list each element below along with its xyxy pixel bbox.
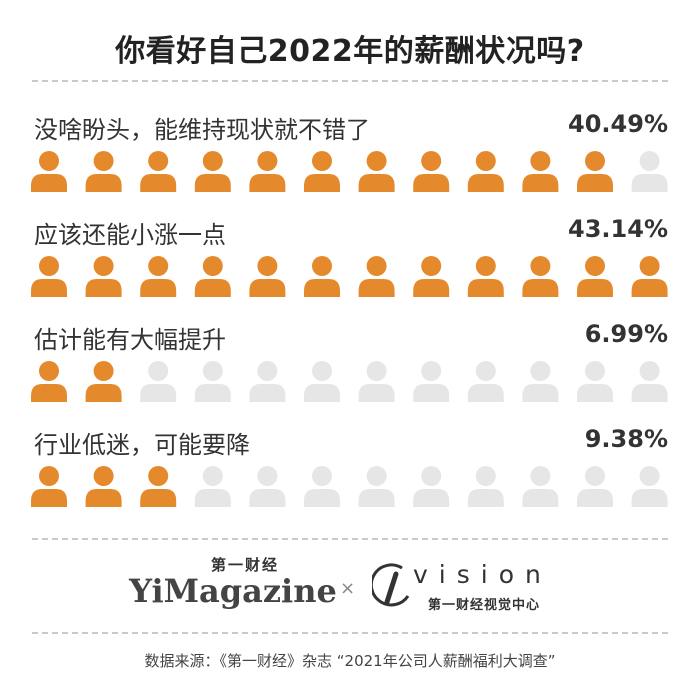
person-icon-row3-4	[194, 361, 231, 402]
vision-cn-label: 第一财经视觉中心	[428, 598, 541, 613]
row-label-4: 行业低迷，可能要降	[34, 431, 250, 459]
person-icon-row1-1	[31, 151, 67, 192]
person-icon-row4-4	[194, 466, 231, 507]
person-icon-row1-9	[467, 151, 504, 192]
person-icon-row4-9	[467, 466, 504, 507]
person-icon-row1-8	[413, 151, 450, 192]
yimagazine-cn-logo: 第一财经	[210, 556, 279, 574]
person-icon-row3-5	[249, 361, 286, 402]
person-icon-row3-2	[85, 361, 122, 402]
person-icon-row4-11	[577, 466, 613, 507]
person-icon-row4-12	[631, 466, 668, 507]
row-label-3: 估计能有大幅提升	[34, 326, 226, 354]
person-icon-row3-10	[522, 361, 559, 402]
person-icon-row4-3	[140, 466, 177, 507]
data-source: 数据来源：《第一财经》杂志 “2021年公司人薪酬福利大调查”	[144, 652, 556, 670]
cross-icon: ×	[340, 578, 356, 599]
person-icon-row2-12	[631, 256, 668, 297]
person-icon-row3-6	[304, 361, 340, 402]
person-icon-row2-2	[85, 256, 122, 297]
row-percent-3: 6.99%	[584, 320, 668, 348]
person-icon-row2-5	[249, 256, 286, 297]
person-icon-row2-8	[413, 256, 450, 297]
row-percent-4: 9.38%	[584, 425, 668, 453]
divider-bottom	[32, 632, 668, 634]
person-icon-row4-1	[31, 466, 67, 507]
row-label-1: 没啥盼头，能维持现状就不错了	[34, 116, 370, 144]
person-icon-row1-6	[304, 151, 340, 192]
yimagazine-logo: YiMagazine	[129, 572, 337, 610]
vision-wordmark: vision	[413, 560, 552, 589]
person-icon-row2-6	[304, 256, 340, 297]
pictograph-icons	[31, 151, 668, 507]
person-icon-row4-10	[522, 466, 559, 507]
person-icon-row2-1	[31, 256, 67, 297]
person-icon-row4-6	[304, 466, 340, 507]
person-icon-row1-2	[85, 151, 122, 192]
person-icon-row1-10	[522, 151, 559, 192]
person-icon-row4-7	[358, 466, 395, 507]
person-icon-row1-7	[358, 151, 395, 192]
person-icon-row4-2	[85, 466, 122, 507]
divider-top	[32, 80, 668, 82]
chart-title: 你看好自己2022年的薪酬状况吗?	[115, 34, 585, 69]
person-icon-row3-12	[631, 361, 668, 402]
vision-logo-icon	[372, 563, 410, 607]
person-icon-row1-5	[249, 151, 286, 192]
person-icon-row3-8	[413, 361, 450, 402]
person-icon-row1-12	[631, 151, 668, 192]
person-icon-row2-10	[522, 256, 559, 297]
row-percent-2: 43.14%	[568, 215, 668, 243]
person-icon-row1-3	[140, 151, 177, 192]
person-icon-row3-3	[140, 361, 177, 402]
person-icon-row3-9	[467, 361, 504, 402]
row-percent-1: 40.49%	[568, 110, 668, 138]
person-icon-row2-4	[194, 256, 231, 297]
row-label-2: 应该还能小涨一点	[34, 221, 226, 249]
person-icon-row4-8	[413, 466, 450, 507]
person-icon-row1-4	[194, 151, 231, 192]
person-icon-row2-9	[467, 256, 504, 297]
person-icon-row2-11	[577, 256, 613, 297]
person-icon-row1-11	[577, 151, 613, 192]
person-icon-row3-7	[358, 361, 395, 402]
person-icon-row3-11	[577, 361, 613, 402]
person-icon-row4-5	[249, 466, 286, 507]
person-icon-row2-3	[140, 256, 177, 297]
divider-middle	[32, 538, 668, 540]
person-icon-row3-1	[31, 361, 67, 402]
person-icon-row2-7	[358, 256, 395, 297]
